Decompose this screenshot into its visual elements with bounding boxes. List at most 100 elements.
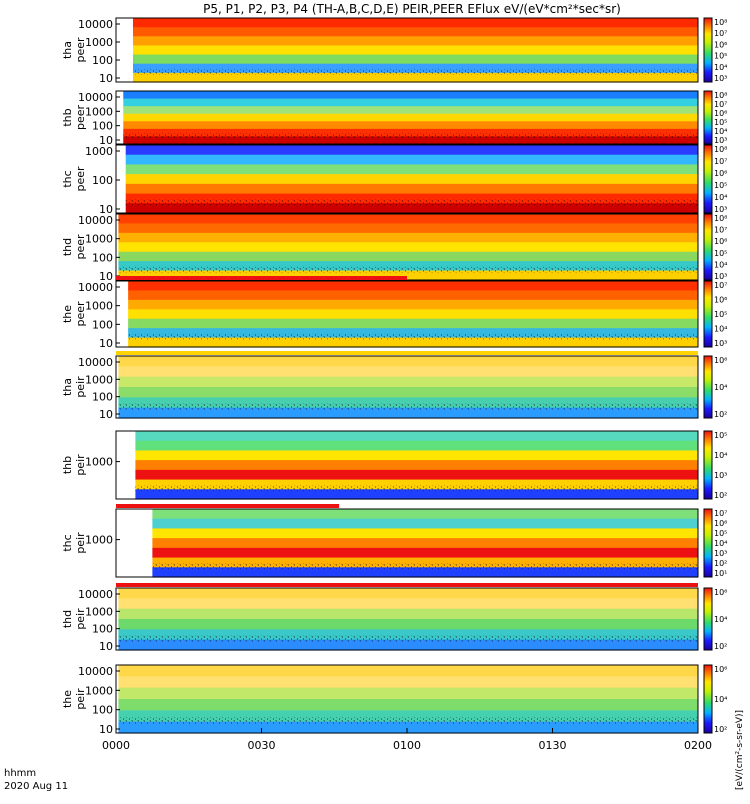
panel-the-peir: the peir 10000 1000 100 10 10⁶ 10⁴ 10²	[61, 664, 727, 736]
y-tick-label: 1000	[85, 145, 113, 158]
panel-label-product: peer	[74, 105, 87, 131]
panel-label-instrument: thd	[61, 238, 74, 256]
panels-group: tha peer1000010001001010⁸10⁷10⁶10⁵10⁴10³t…	[61, 17, 727, 736]
y-tick-label: 1000	[85, 36, 113, 49]
colorbar-tick-label: 10⁵	[714, 529, 727, 538]
panel-thd-peer: thd peer 10000 1000 100 10 10⁸ 10⁷ 10⁶ 10⁵ 10⁴ 10³	[61, 213, 727, 283]
colorbar-tick-label: 10⁵	[714, 310, 727, 319]
colorbar-tick-label: 10⁵	[714, 181, 727, 190]
status-bar-1	[116, 583, 698, 587]
colorbar	[703, 280, 713, 348]
status-bar-1	[116, 276, 407, 280]
spectrogram-band-6	[118, 407, 699, 419]
spectrogram-band-5	[118, 251, 699, 262]
spectrogram-band-6	[123, 128, 698, 138]
colorbar-tick-label: 10⁷	[714, 157, 727, 166]
spectrogram-band-6	[152, 557, 698, 568]
colorbar-tick-label: 10³	[714, 272, 727, 281]
colorbar-tick-label: 10⁸	[714, 91, 727, 100]
spectrogram-band-1	[128, 281, 698, 292]
colorbar-units-label: [eV/(cm²-s-sr-eV)]	[735, 710, 745, 790]
y-tick-label: 10000	[78, 91, 113, 104]
noise-overlay	[152, 563, 698, 570]
colorbar-tick-label: 10⁶	[714, 237, 727, 246]
colorbar-tick-label: 10⁶	[714, 296, 727, 305]
spectrogram-band-5	[128, 318, 698, 329]
spectrogram-band-2	[135, 440, 698, 452]
spectrogram-band-1	[118, 665, 699, 677]
colorbar-tick-label: 10³	[714, 549, 727, 558]
colorbar-tick-label: 10²	[714, 410, 727, 419]
spectrogram-band-6	[132, 63, 699, 74]
spectrogram-band-6	[118, 721, 699, 734]
colorbar	[703, 587, 713, 651]
spectrogram-band-2	[118, 366, 699, 378]
spectrogram-band-7	[135, 489, 698, 500]
spectrogram-band-5	[152, 547, 698, 559]
panel-frame	[115, 587, 699, 651]
panel-tha-peer: tha peer 10000 1000 100 10 10⁸ 10⁷ 10⁶ 10⁵ 10⁴ 10³	[61, 17, 727, 85]
spectrogram-band-3	[118, 376, 699, 388]
panel-thc-peer: thc peer 1000 100 10 10⁸ 10⁷ 10⁶ 10⁵ 10⁴ 10³	[61, 144, 727, 216]
status-bar-1	[116, 504, 340, 508]
noise-overlay	[118, 635, 699, 642]
colorbar-tick-label: 10⁶	[714, 356, 727, 365]
y-tick-label: 1000	[85, 105, 113, 118]
spectrogram-band-2	[125, 154, 698, 166]
y-tick-label: 100	[92, 174, 113, 187]
colorbar	[703, 430, 713, 500]
panel-frame	[115, 430, 699, 500]
panel-frame	[115, 144, 699, 214]
spectrogram-band-5	[123, 121, 698, 130]
panel-frame	[115, 355, 699, 419]
spectrogram-band-3	[123, 106, 698, 115]
spectrogram-band-3	[118, 232, 699, 243]
y-tick-label: 10	[99, 72, 113, 85]
panel-label-instrument: thc	[61, 534, 74, 551]
spectrogram-band-2	[123, 98, 698, 107]
colorbar-tick-label: 10³	[714, 471, 727, 480]
colorbar-tick-label: 10⁷	[714, 100, 727, 109]
noise-overlay	[123, 133, 698, 138]
colorbar-tick-label: 10⁴	[714, 695, 727, 704]
spectrogram-band-6	[135, 479, 698, 490]
y-tick-label: 10000	[78, 214, 113, 227]
panel-label-instrument: tha	[61, 378, 74, 396]
colorbar-tick-label: 10⁶	[714, 40, 727, 49]
colorbar-tick-label: 10⁴	[714, 127, 727, 136]
y-tick-label: 100	[92, 54, 113, 67]
colorbar-tick-label: 10³	[714, 136, 727, 145]
colorbar	[703, 144, 713, 214]
colorbar	[703, 664, 713, 734]
colorbar-tick-label: 10⁴	[714, 63, 727, 72]
y-tick-label: 10	[99, 134, 113, 147]
spectrogram-band-1	[118, 356, 699, 367]
spectrogram-band-4	[125, 174, 698, 185]
y-tick-label: 100	[92, 251, 113, 264]
y-tick-label: 10000	[78, 588, 113, 601]
spectrogram-band-3	[125, 164, 698, 175]
panel-label-instrument: the	[61, 305, 74, 323]
colorbar-tick-label: 10⁷	[714, 281, 727, 290]
y-tick-label: 100	[92, 704, 113, 717]
y-tick-label: 10	[99, 640, 113, 653]
spectrogram-band-5	[125, 183, 698, 195]
noise-overlay	[125, 199, 698, 206]
spectrogram-band-5	[118, 397, 699, 409]
y-tick-label: 10	[99, 408, 113, 421]
spectrogram-band-2	[118, 223, 699, 234]
colorbar-tick-label: 10⁶	[714, 169, 727, 178]
spectrogram-band-1	[118, 588, 699, 599]
y-tick-label: 1000	[85, 373, 113, 386]
panel-label-instrument: thb	[61, 456, 74, 474]
spectrogram-band-7	[128, 337, 698, 348]
panel-label-product: peer	[74, 166, 87, 192]
panel-label-instrument: the	[61, 690, 74, 708]
panel-label-product: peir	[74, 376, 87, 398]
colorbar-tick-label: 10⁶	[714, 588, 727, 597]
spectrogram-band-4	[118, 387, 699, 398]
spectrogram-band-6	[128, 328, 698, 339]
spectrogram-band-5	[135, 469, 698, 481]
